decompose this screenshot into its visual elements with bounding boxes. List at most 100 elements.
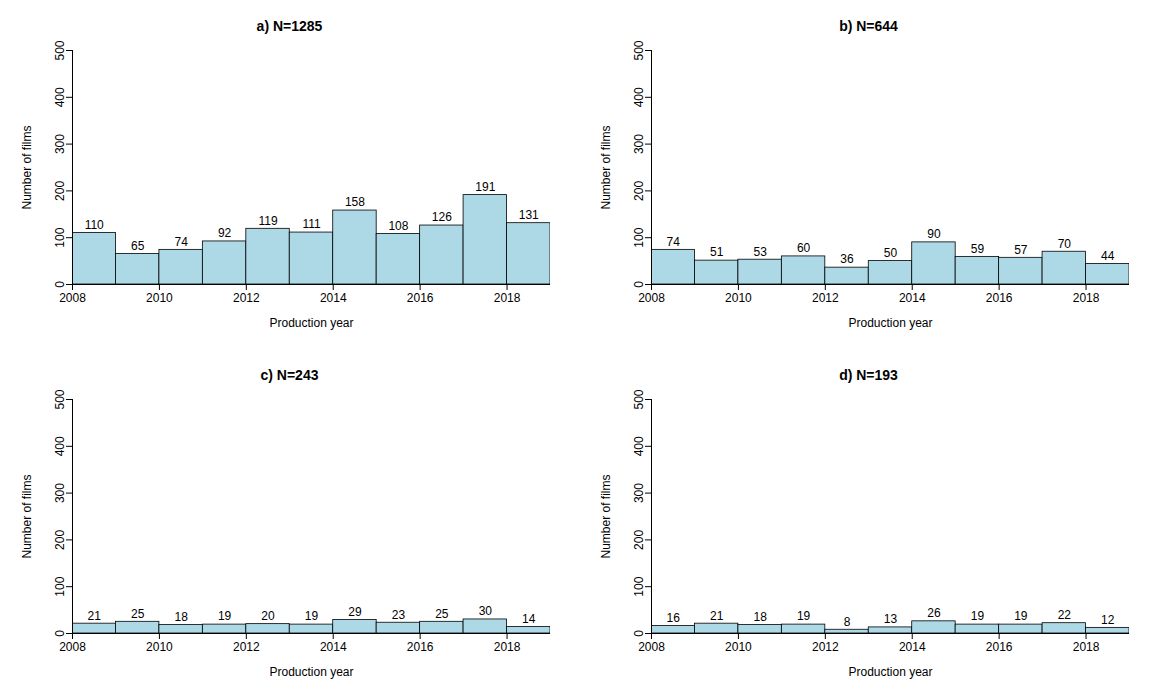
svg-text:200: 200 — [631, 181, 645, 201]
svg-text:2010: 2010 — [725, 291, 752, 305]
svg-text:108: 108 — [388, 219, 408, 233]
svg-text:19: 19 — [1014, 609, 1028, 623]
svg-text:Number of films: Number of films — [599, 125, 613, 209]
svg-text:29: 29 — [348, 605, 362, 619]
svg-text:200: 200 — [52, 530, 66, 550]
svg-text:2014: 2014 — [319, 291, 346, 305]
svg-text:2008: 2008 — [638, 291, 665, 305]
svg-text:Production year: Production year — [269, 665, 353, 679]
svg-text:Production year: Production year — [269, 316, 353, 330]
svg-text:18: 18 — [753, 610, 767, 624]
svg-text:2016: 2016 — [406, 291, 433, 305]
svg-text:111: 111 — [302, 217, 321, 231]
svg-text:19: 19 — [304, 609, 318, 623]
svg-text:2008: 2008 — [638, 640, 665, 654]
svg-text:14: 14 — [522, 612, 536, 626]
svg-text:2016: 2016 — [985, 640, 1012, 654]
svg-text:2008: 2008 — [59, 640, 86, 654]
svg-text:126: 126 — [431, 210, 451, 224]
svg-text:44: 44 — [1101, 249, 1115, 263]
svg-text:100: 100 — [52, 576, 66, 596]
svg-text:50: 50 — [883, 246, 897, 260]
svg-text:100: 100 — [631, 227, 645, 247]
svg-text:2018: 2018 — [493, 291, 520, 305]
svg-text:2018: 2018 — [493, 640, 520, 654]
svg-text:53: 53 — [753, 245, 767, 259]
svg-text:2016: 2016 — [985, 291, 1012, 305]
svg-text:20: 20 — [261, 609, 275, 623]
svg-text:2010: 2010 — [146, 291, 173, 305]
svg-text:19: 19 — [970, 609, 984, 623]
svg-text:2018: 2018 — [1072, 640, 1099, 654]
svg-text:74: 74 — [666, 235, 680, 249]
svg-text:59: 59 — [970, 242, 984, 256]
svg-text:23: 23 — [391, 608, 405, 622]
svg-text:36: 36 — [840, 252, 854, 266]
svg-text:25: 25 — [131, 607, 145, 621]
svg-text:131: 131 — [518, 208, 538, 222]
svg-text:57: 57 — [1014, 243, 1028, 257]
svg-text:500: 500 — [52, 40, 66, 60]
svg-text:300: 300 — [52, 483, 66, 503]
svg-text:2016: 2016 — [406, 640, 433, 654]
svg-text:Number of films: Number of films — [20, 474, 34, 558]
svg-text:21: 21 — [710, 609, 724, 623]
svg-text:90: 90 — [927, 227, 941, 241]
svg-text:2010: 2010 — [146, 640, 173, 654]
svg-text:18: 18 — [174, 610, 188, 624]
svg-text:500: 500 — [52, 389, 66, 409]
svg-text:119: 119 — [258, 214, 277, 228]
svg-text:2012: 2012 — [232, 640, 259, 654]
svg-text:60: 60 — [796, 241, 810, 255]
svg-text:2012: 2012 — [811, 640, 838, 654]
svg-text:200: 200 — [631, 530, 645, 550]
svg-text:13: 13 — [883, 612, 897, 626]
svg-text:500: 500 — [631, 389, 645, 409]
svg-text:30: 30 — [478, 604, 492, 618]
svg-text:400: 400 — [52, 87, 66, 107]
svg-text:70: 70 — [1057, 237, 1071, 251]
svg-text:0: 0 — [52, 630, 66, 637]
svg-text:19: 19 — [217, 609, 231, 623]
svg-text:19: 19 — [796, 609, 810, 623]
svg-text:Production year: Production year — [848, 316, 932, 330]
svg-text:2012: 2012 — [232, 291, 259, 305]
svg-text:400: 400 — [631, 87, 645, 107]
svg-text:65: 65 — [131, 239, 145, 253]
svg-text:22: 22 — [1057, 608, 1071, 622]
svg-text:158: 158 — [344, 195, 364, 209]
svg-text:51: 51 — [710, 245, 724, 259]
svg-text:0: 0 — [52, 281, 66, 288]
svg-text:100: 100 — [631, 576, 645, 596]
svg-text:2012: 2012 — [811, 291, 838, 305]
svg-text:100: 100 — [52, 227, 66, 247]
svg-text:26: 26 — [927, 606, 941, 620]
svg-text:400: 400 — [631, 436, 645, 456]
svg-text:2018: 2018 — [1072, 291, 1099, 305]
svg-text:300: 300 — [631, 134, 645, 154]
svg-text:74: 74 — [174, 235, 188, 249]
svg-text:0: 0 — [631, 630, 645, 637]
svg-text:16: 16 — [666, 611, 680, 625]
svg-text:2008: 2008 — [59, 291, 86, 305]
svg-text:92: 92 — [217, 226, 231, 240]
svg-text:300: 300 — [631, 483, 645, 503]
svg-text:2014: 2014 — [898, 640, 925, 654]
svg-text:2014: 2014 — [319, 640, 346, 654]
svg-text:191: 191 — [475, 180, 495, 194]
svg-text:200: 200 — [52, 181, 66, 201]
svg-text:0: 0 — [631, 281, 645, 288]
svg-text:Production year: Production year — [848, 665, 932, 679]
svg-text:12: 12 — [1101, 613, 1115, 627]
svg-text:300: 300 — [52, 134, 66, 154]
svg-text:8: 8 — [843, 615, 850, 629]
svg-text:25: 25 — [435, 607, 449, 621]
svg-text:400: 400 — [52, 436, 66, 456]
svg-text:2014: 2014 — [898, 291, 925, 305]
svg-text:21: 21 — [87, 609, 101, 623]
svg-text:Number of films: Number of films — [599, 474, 613, 558]
svg-text:110: 110 — [84, 218, 103, 232]
svg-text:2010: 2010 — [725, 640, 752, 654]
svg-text:500: 500 — [631, 40, 645, 60]
svg-text:Number of films: Number of films — [20, 125, 34, 209]
